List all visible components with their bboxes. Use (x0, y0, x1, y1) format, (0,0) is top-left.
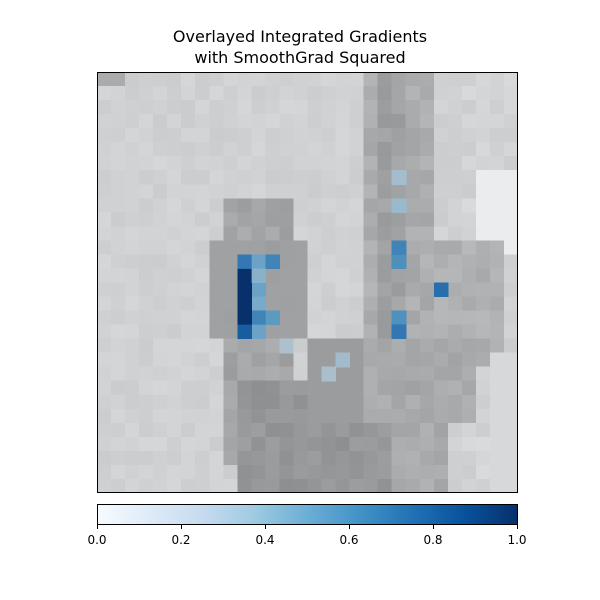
heatmap-cell (237, 282, 252, 298)
heatmap-cell (391, 324, 407, 340)
heatmap-cell (391, 254, 407, 270)
heatmap-cell (335, 352, 351, 368)
attribution-overlay-layer (237, 170, 449, 382)
colorbar-tick-mark (265, 525, 266, 529)
heatmap-cell (265, 310, 281, 326)
heatmap-cell (237, 324, 252, 340)
colorbar-tick-label: 0.8 (423, 533, 443, 547)
figure-title-line-1: Overlayed Integrated Gradients (172, 27, 428, 46)
heatmap-cell (391, 310, 407, 326)
colorbar-tick-mark (181, 525, 182, 529)
colorbar-tick-label: 1.0 (507, 533, 527, 547)
heatmap-cell (251, 296, 266, 312)
heatmap-cell (251, 282, 266, 298)
heatmap-cell (265, 254, 281, 270)
colorbar-tick-mark (517, 525, 518, 529)
colorbar-tick-mark (349, 525, 350, 529)
heatmap-cell (433, 282, 449, 298)
heatmap-cell (237, 268, 252, 284)
heatmap-cell (391, 240, 407, 256)
colorbar-tick-mark (97, 525, 98, 529)
heatmap-image (97, 72, 518, 493)
heatmap-cell (251, 324, 266, 340)
heatmap-cell (237, 254, 252, 270)
colorbar-frame (97, 504, 518, 525)
colorbar-gradient (97, 504, 518, 525)
figure-title-line-2: with SmoothGrad Squared (194, 48, 406, 67)
colorbar-tick-mark (433, 525, 434, 529)
heatmap-cell (251, 254, 266, 270)
heatmap-cell (237, 310, 252, 326)
colorbar-tick-label: 0.6 (339, 533, 359, 547)
heatmap-cell (391, 198, 407, 213)
colorbar-tick-label: 0.4 (255, 533, 275, 547)
heatmap-cell (391, 170, 407, 185)
heatmap-cell (251, 268, 266, 284)
heatmap-cell (279, 338, 295, 354)
heatmap-cell (251, 310, 266, 326)
colorbar-tick-label: 0.2 (171, 533, 191, 547)
grayscale-image-layer (97, 72, 518, 493)
heatmap-cell (321, 366, 337, 382)
colorbar (97, 504, 518, 525)
heatmap-frame (97, 72, 518, 493)
colorbar-tick-label: 0.0 (87, 533, 107, 547)
heatmap-cell (237, 296, 252, 312)
